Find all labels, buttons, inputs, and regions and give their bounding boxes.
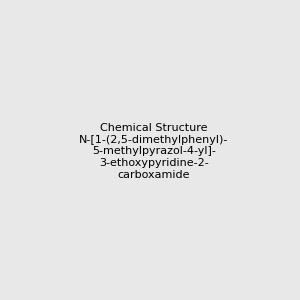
Text: Chemical Structure
N-[1-(2,5-dimethylphenyl)-
5-methylpyrazol-4-yl]-
3-ethoxypyr: Chemical Structure N-[1-(2,5-dimethylphe…	[79, 123, 228, 180]
